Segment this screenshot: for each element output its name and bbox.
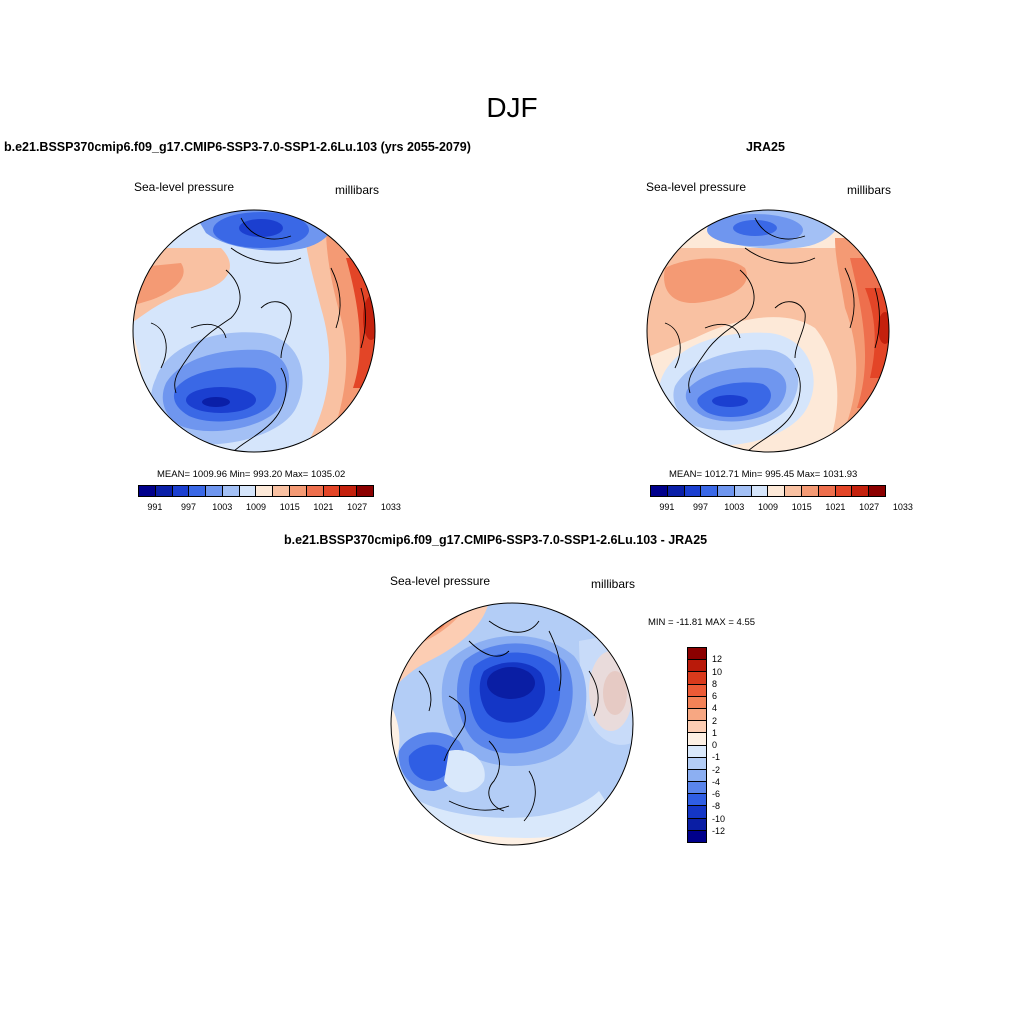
panel-3-variable-label: Sea-level pressure bbox=[390, 574, 491, 588]
panel-3-colorbar-tick-label: 8 bbox=[712, 678, 718, 689]
panel-2-colorbar-tick-label: 1033 bbox=[892, 502, 913, 512]
panel-3-colorbar-tick-label: -4 bbox=[712, 776, 721, 787]
panel-2-colorbar-swatch bbox=[802, 486, 819, 496]
panel-3-colorbar-swatch bbox=[688, 648, 706, 661]
panel-1-colorbar-tick-label: 997 bbox=[181, 502, 197, 512]
panel-3-colorbar-tick-label: -2 bbox=[712, 764, 721, 775]
panel-3-colorbar-tick-label: 1 bbox=[712, 727, 718, 738]
panel-3-colorbar-tick-label: 6 bbox=[712, 691, 718, 701]
panel-1-colorbar-tick-label: 1027 bbox=[347, 502, 368, 512]
panel-3-colorbar-swatch bbox=[688, 818, 706, 831]
panel-3-colorbar-swatch bbox=[688, 696, 706, 709]
panel-3-colorbar-ticks: 12 10 8 6 4 2 1 0 -1 -2 -4 -6 -8 -10 -12 bbox=[712, 647, 752, 843]
panel-1-colorbar-tick-label: 991 bbox=[147, 502, 163, 512]
panel-1-colorbar-tick-label: 1009 bbox=[245, 502, 267, 512]
panel-1-colorbar-ticks: 991 997 1003 1009 1015 1021 1027 1033 bbox=[138, 502, 401, 514]
panel-3-colorbar-tick-label: -10 bbox=[712, 813, 726, 824]
panel-2-variable-label: Sea-level pressure bbox=[646, 180, 747, 194]
panel-3-colorbar-swatch bbox=[688, 806, 706, 819]
panel-3-units-label: millibars bbox=[591, 577, 636, 591]
panel-2-colorbar-swatch bbox=[684, 486, 702, 496]
panel-2-units-label: millibars bbox=[847, 183, 892, 197]
panel-3-colorbar bbox=[687, 647, 707, 843]
panel-1-colorbar-swatch bbox=[189, 486, 207, 496]
panel-3-colorbar-tick-label: 12 bbox=[712, 654, 723, 665]
panel-1-colorbar-swatch bbox=[239, 486, 257, 496]
panel-2-colorbar-swatch bbox=[785, 486, 803, 496]
panel-2-colorbar-swatch bbox=[701, 486, 719, 496]
panel-3-colorbar-tick-label: -12 bbox=[712, 825, 726, 836]
panel-2-colorbar-tick-label: 991 bbox=[659, 502, 675, 512]
panel-2-colorbar-swatch bbox=[718, 486, 735, 496]
panel-1-colorbar-tick-label: 1033 bbox=[380, 502, 401, 512]
panel-2-polar-map bbox=[646, 209, 890, 453]
figure-title: DJF bbox=[486, 92, 538, 123]
panel-1-colorbar-swatch bbox=[155, 486, 173, 496]
panel-3-colorbar-swatch bbox=[688, 733, 706, 746]
panel-3-colorbar-tick-label: 2 bbox=[712, 715, 718, 726]
panel-1-colorbar-tick-label: 1021 bbox=[313, 502, 334, 512]
panel-1-title: b.e21.BSSP370cmip6.f09_g17.CMIP6-SSP3-7.… bbox=[4, 140, 471, 154]
panel-1-colorbar-swatch bbox=[357, 486, 373, 496]
panel-1-colorbar-swatch bbox=[273, 486, 291, 496]
panel-2-stats: MEAN= 1012.71 Min= 995.45 Max= 1031.93 bbox=[669, 469, 858, 480]
panel-3-colorbar-tick-label: 4 bbox=[712, 703, 718, 714]
panel-3-colorbar-swatch bbox=[688, 794, 706, 807]
panel-3-colorbar-swatch bbox=[688, 782, 706, 795]
panel-1-colorbar bbox=[138, 485, 374, 497]
panel-1-colorbar-tick-label: 1003 bbox=[212, 502, 233, 512]
panel-3-colorbar-swatch bbox=[688, 769, 706, 783]
panel-3-title: b.e21.BSSP370cmip6.f09_g17.CMIP6-SSP3-7.… bbox=[284, 533, 708, 547]
panel-1-polar-map bbox=[132, 209, 376, 453]
panel-2-colorbar-swatch bbox=[835, 486, 853, 496]
panel-3-colorbar-swatch bbox=[688, 672, 706, 685]
panel-1-colorbar-swatch bbox=[256, 486, 274, 496]
panel-3-colorbar-swatch bbox=[688, 660, 706, 673]
panel-1-colorbar-swatch bbox=[323, 486, 341, 496]
panel-2-colorbar-tick-label: 1015 bbox=[791, 502, 812, 512]
panel-2-colorbar-tick-label: 1027 bbox=[859, 502, 880, 512]
panel-1-colorbar-swatch bbox=[340, 486, 358, 496]
panel-3-colorbar-swatch bbox=[688, 745, 706, 758]
panel-2-title: JRA25 bbox=[746, 140, 785, 154]
panel-2-colorbar-swatch bbox=[818, 486, 836, 496]
panel-1-colorbar-swatch bbox=[206, 486, 223, 496]
panel-1-colorbar-tick-label: 1015 bbox=[279, 502, 300, 512]
panel-2-colorbar-swatch bbox=[768, 486, 786, 496]
panel-3-colorbar-swatch bbox=[688, 708, 706, 722]
panel-2-colorbar-tick-label: 1003 bbox=[724, 502, 745, 512]
panel-3-colorbar-swatch bbox=[688, 684, 706, 697]
panel-1-colorbar-swatch bbox=[172, 486, 190, 496]
panel-3-colorbar-swatch bbox=[688, 721, 706, 734]
panel-2-colorbar-swatch bbox=[869, 486, 885, 496]
panel-3-colorbar-tick-label: -1 bbox=[712, 752, 721, 763]
panel-2-colorbar-swatch bbox=[852, 486, 870, 496]
panel-1-stats: MEAN= 1009.96 Min= 993.20 Max= 1035.02 bbox=[157, 469, 346, 480]
panel-2-colorbar-tick-label: 997 bbox=[693, 502, 709, 512]
panel-2-colorbar-swatch bbox=[751, 486, 769, 496]
panel-3-colorbar-swatch bbox=[688, 757, 706, 770]
panel-1-units-label: millibars bbox=[335, 183, 380, 197]
panel-2-colorbar-tick-label: 1009 bbox=[757, 502, 779, 512]
panel-1-colorbar-swatch bbox=[139, 486, 156, 496]
panel-1-colorbar-swatch bbox=[222, 486, 240, 496]
panel-2-colorbar bbox=[650, 485, 886, 497]
panel-2-colorbar-ticks: 991 997 1003 1009 1015 1021 1027 1033 bbox=[650, 502, 913, 514]
panel-2-colorbar-swatch bbox=[734, 486, 752, 496]
panel-1-colorbar-swatch bbox=[290, 486, 307, 496]
panel-2-colorbar-tick-label: 1021 bbox=[825, 502, 846, 512]
panel-3-polar-map bbox=[390, 602, 634, 846]
panel-2-colorbar-swatch bbox=[667, 486, 685, 496]
panel-3-colorbar-tick-label: -6 bbox=[712, 789, 721, 799]
panel-3-colorbar-tick-label: 10 bbox=[712, 666, 723, 677]
panel-3-colorbar-swatch bbox=[688, 830, 706, 842]
panel-3-colorbar-tick-label: 0 bbox=[712, 740, 718, 750]
panel-2-colorbar-swatch bbox=[651, 486, 668, 496]
panel-3-colorbar-tick-label: -8 bbox=[712, 801, 721, 812]
panel-1-colorbar-swatch bbox=[306, 486, 324, 496]
panel-3-stats: MIN = -11.81 MAX = 4.55 bbox=[648, 617, 756, 628]
panel-1-variable-label: Sea-level pressure bbox=[134, 180, 235, 194]
